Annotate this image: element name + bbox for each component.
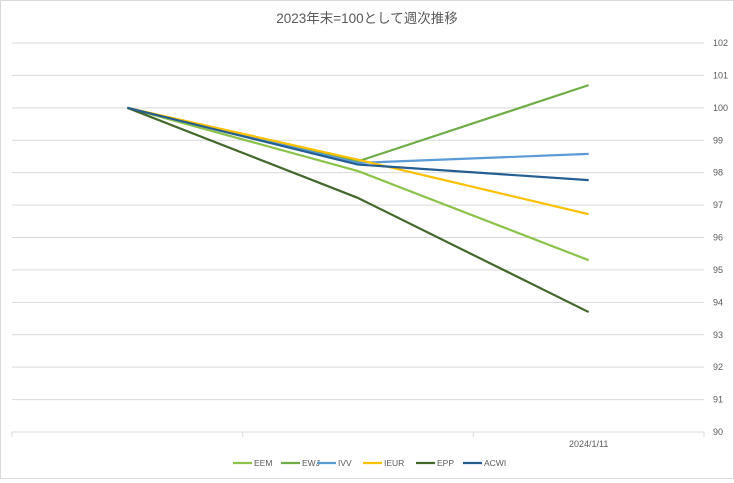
x-tick-label: 2024/1/11 — [569, 439, 608, 449]
y-tick-label: 98 — [713, 168, 723, 178]
legend-label: EPP — [437, 458, 454, 468]
y-tick-label: 96 — [713, 233, 723, 243]
series-line-epp — [126, 106, 590, 314]
y-tick-label: 95 — [713, 265, 723, 275]
y-tick-label: 93 — [713, 330, 723, 340]
legend-label: EWJ — [302, 458, 320, 468]
y-tick-label: 90 — [713, 427, 723, 437]
series-line-acwi — [127, 106, 589, 182]
legend-item-ieur: IEUR — [363, 458, 404, 468]
chart-title: 2023年末=100として週次推移 — [276, 11, 458, 26]
legend-item-eem: EEM — [233, 458, 272, 468]
legend-label: IVV — [338, 458, 352, 468]
legend-item-ivv: IVV — [317, 458, 352, 468]
y-tick-label: 102 — [713, 38, 728, 48]
y-tick-label: 99 — [713, 135, 723, 145]
y-tick-label: 94 — [713, 297, 723, 307]
y-tick-label: 101 — [713, 70, 728, 80]
legend-label: EEM — [254, 458, 272, 468]
y-tick-label: 91 — [713, 395, 723, 405]
y-tick-label: 92 — [713, 362, 723, 372]
legend-item-epp: EPP — [416, 458, 454, 468]
y-tick-label: 100 — [713, 103, 728, 113]
series-line-eem — [127, 106, 590, 262]
series-line-ieur — [127, 106, 589, 216]
legend-item-acwi: ACWI — [463, 458, 506, 468]
legend-label: ACWI — [484, 458, 506, 468]
legend-label: IEUR — [384, 458, 404, 468]
legend-item-ewj: EWJ — [281, 458, 320, 468]
y-tick-label: 97 — [713, 200, 723, 210]
